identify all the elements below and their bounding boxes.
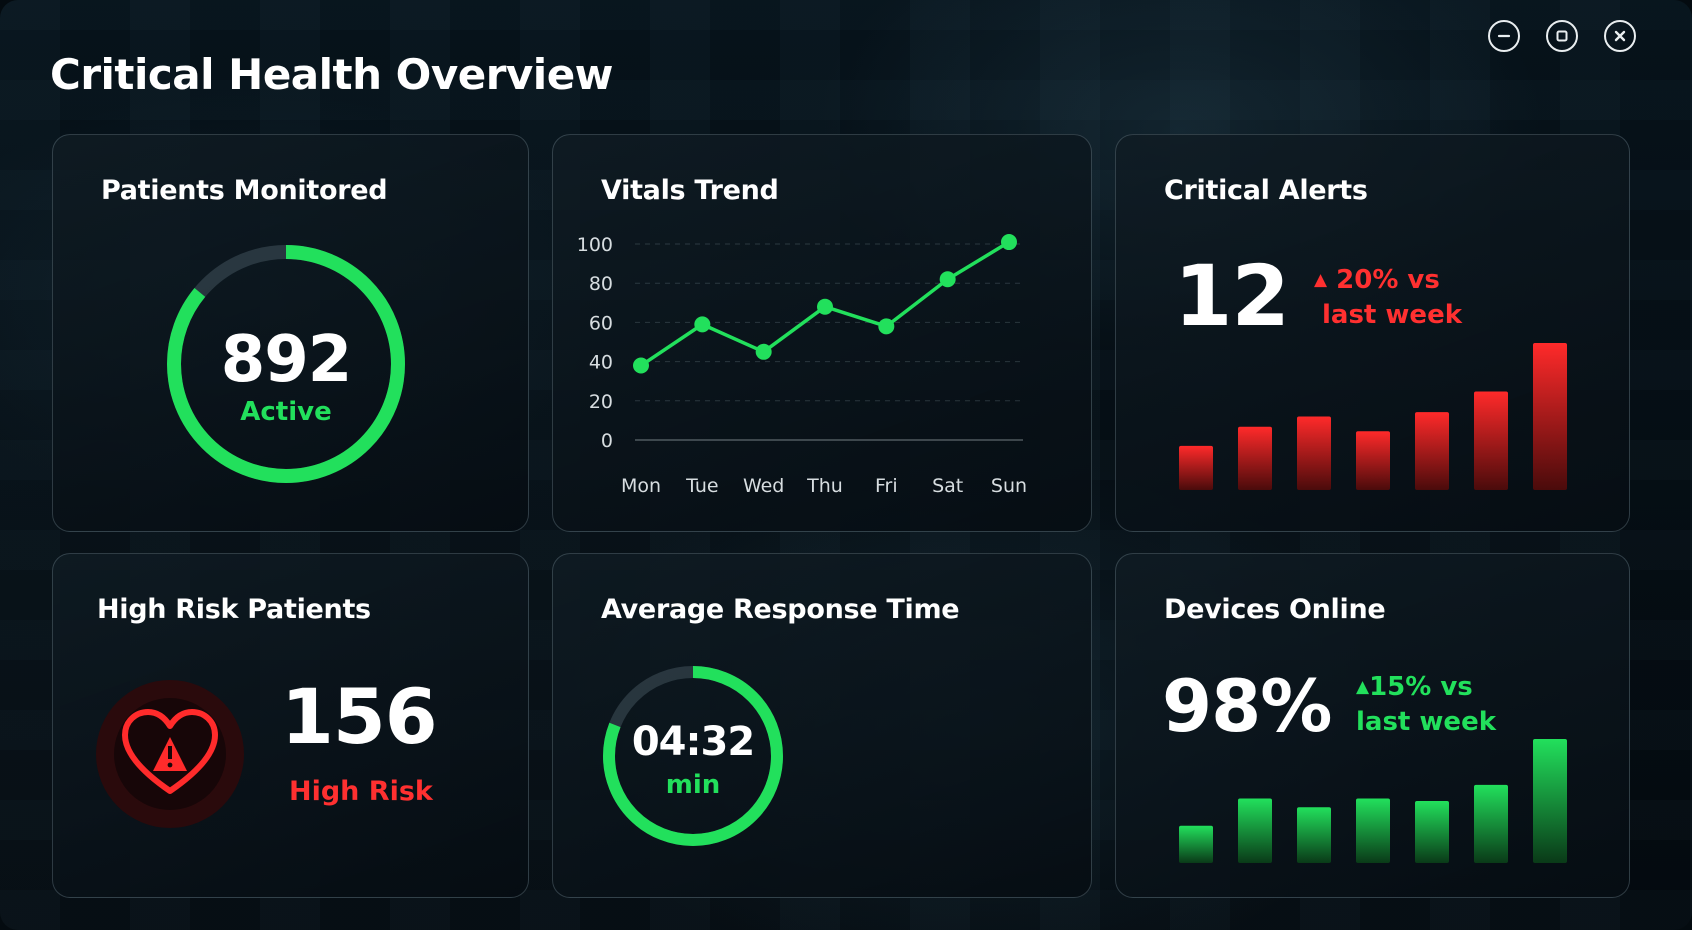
- devices-online-percent: 98%: [1162, 664, 1332, 748]
- maximize-button[interactable]: [1546, 20, 1578, 52]
- x-tick-label: Mon: [621, 475, 661, 497]
- alerts-count: 12: [1174, 247, 1290, 345]
- vitals-data-point: [878, 318, 895, 335]
- vitals-data-point: [633, 357, 649, 374]
- bar: [1415, 412, 1449, 490]
- card-title: Devices Online: [1164, 594, 1386, 625]
- vitals-data-point: [1001, 234, 1017, 251]
- bar: [1238, 798, 1272, 863]
- minimize-icon: [1497, 34, 1511, 38]
- patients-count: 892: [220, 323, 353, 397]
- maximize-icon: [1556, 30, 1568, 42]
- high-risk-patients-card: High Risk Patients 156 High Risk: [52, 553, 529, 898]
- x-tick-label: Sat: [932, 475, 963, 497]
- response-time-value: 04:32: [631, 719, 755, 765]
- vitals-trend-card: Vitals Trend 0 20 40 60 80 100 Mon Tue Wed Thu Fri…: [552, 134, 1092, 532]
- devices-trend-value: 15% vs: [1369, 672, 1473, 702]
- patients-monitored-card: Patients Monitored 892 Active: [52, 134, 529, 532]
- card-title: Average Response Time: [601, 594, 960, 625]
- y-tick-label: 100: [577, 234, 613, 256]
- close-button[interactable]: [1604, 20, 1636, 52]
- bar: [1297, 416, 1331, 490]
- y-tick-label: 80: [589, 273, 613, 295]
- high-risk-count: 156: [281, 672, 438, 761]
- vitals-data-point: [817, 298, 833, 315]
- patients-status: Active: [240, 397, 332, 427]
- patients-progress-ring: [167, 245, 405, 483]
- devices-bar-chart: [1179, 739, 1567, 863]
- bar: [1474, 784, 1508, 863]
- alerts-trend-period: last week: [1322, 300, 1462, 330]
- bar: [1179, 825, 1213, 863]
- alerts-trend-value: 20% vs: [1336, 265, 1440, 295]
- vitals-line-chart: 0 20 40 60 80 100 Mon Tue Wed Thu Fri Sat Sun: [577, 234, 1027, 497]
- vitals-data-point: [939, 271, 956, 288]
- x-tick-label: Fri: [875, 475, 898, 497]
- bar: [1533, 739, 1567, 863]
- y-tick-label: 60: [589, 312, 613, 334]
- alerts-bar-chart: [1179, 343, 1567, 490]
- trend-up-icon: ▲: [1314, 270, 1328, 290]
- card-title: Patients Monitored: [101, 175, 388, 206]
- y-tick-label: 40: [589, 352, 613, 374]
- bar: [1533, 343, 1567, 490]
- bar: [1356, 431, 1390, 490]
- vitals-data-point: [755, 343, 772, 360]
- close-icon: [1614, 30, 1626, 42]
- bar: [1415, 801, 1449, 863]
- x-tick-label: Wed: [743, 475, 784, 497]
- card-title: Vitals Trend: [601, 175, 779, 206]
- x-tick-label: Tue: [685, 475, 718, 497]
- vitals-data-point: [694, 316, 711, 333]
- card-title: Critical Alerts: [1164, 175, 1368, 206]
- minimize-button[interactable]: [1488, 20, 1520, 52]
- bar: [1356, 798, 1390, 863]
- bar: [1179, 445, 1213, 490]
- alerts-trend: ▲ 20% vs last week: [1314, 263, 1462, 333]
- page-title: Critical Health Overview: [50, 50, 613, 99]
- critical-alerts-card: Critical Alerts 12 ▲ 20% vs last week: [1115, 134, 1630, 532]
- x-tick-label: Thu: [806, 475, 843, 497]
- response-progress-ring: [603, 666, 783, 846]
- y-tick-label: 0: [601, 430, 613, 452]
- y-tick-label: 20: [589, 391, 613, 413]
- devices-trend-period: last week: [1356, 707, 1496, 737]
- devices-trend: ▲15% vs last week: [1356, 670, 1496, 740]
- response-time-unit: min: [665, 770, 721, 800]
- card-title: High Risk Patients: [97, 594, 371, 625]
- bar: [1474, 391, 1508, 490]
- trend-up-icon: ▲: [1356, 677, 1370, 697]
- x-tick-label: Sun: [991, 475, 1027, 497]
- high-risk-label: High Risk: [289, 776, 433, 807]
- window-controls: [1488, 20, 1636, 52]
- average-response-time-card: Average Response Time 04:32 min: [552, 553, 1092, 898]
- devices-online-card: Devices Online 98% ▲15% vs last week: [1115, 553, 1630, 898]
- bar: [1238, 426, 1272, 490]
- heart-alert-icon: [96, 680, 244, 828]
- bar: [1297, 807, 1331, 863]
